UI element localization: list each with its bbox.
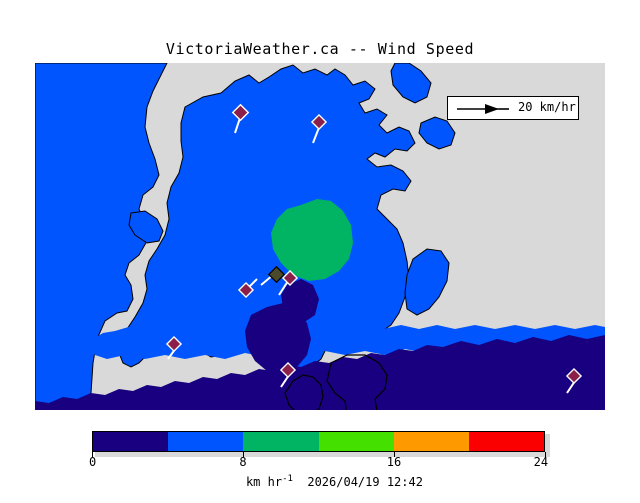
speed-band-4-8-region <box>35 63 605 410</box>
colorbar-segment-12-16 <box>318 432 394 451</box>
wind-speed-contour-map <box>35 63 605 410</box>
colorbar-segment-16-20 <box>393 432 469 451</box>
colorbar-segment-0-4 <box>93 432 169 451</box>
colorbar-shadow-bottom <box>95 452 548 457</box>
wind-barb-station-narrows <box>278 269 299 296</box>
colorbar-tick-16 <box>394 452 395 457</box>
colorbar-caption-spacer <box>293 475 307 489</box>
wind-barb-station-east-channel <box>310 113 328 144</box>
colorbar-shadow-right <box>545 434 550 457</box>
colorbar-tick-label-8: 8 <box>239 455 247 469</box>
wind-barb-station-southeast <box>565 367 583 394</box>
colorbar-timestamp: 2026/04/19 12:42 <box>307 475 423 489</box>
colorbar-segment-4-8 <box>168 432 244 451</box>
wind-speed-reference-label: 20 km/hr <box>518 100 576 114</box>
wind-barb-arrow-icon <box>455 101 513 116</box>
colorbar-caption: km hr-1 2026/04/19 12:42 <box>0 460 640 503</box>
colorbar-tick-label-24: 24 <box>533 455 549 469</box>
weather-map-page: VictoriaWeather.ca -- Wind Speed <box>35 40 605 489</box>
speed-band-0-4-region <box>35 279 605 410</box>
colorbar-tick-0 <box>92 452 93 457</box>
wind-barb-station-southwest <box>165 335 183 360</box>
colorbar-tick-label-0: 0 <box>89 455 97 469</box>
colorbar-segment-20-24 <box>468 432 545 451</box>
colorbar-tick-24 <box>545 452 546 457</box>
colorbar-units-exponent: -1 <box>282 474 293 484</box>
wind-speed-colorbar[interactable] <box>92 431 545 452</box>
coastline-outlines <box>284 354 388 410</box>
colorbar-segment-8-12 <box>243 432 319 451</box>
wind-barb-station-south-island <box>279 361 297 388</box>
page-title: VictoriaWeather.ca -- Wind Speed <box>165 40 475 58</box>
wind-barb-station-north-inlet <box>231 103 250 134</box>
speed-band-8-12-region <box>271 199 353 281</box>
wind-barb-station-inner-harbour <box>237 278 258 299</box>
map-canvas[interactable] <box>35 63 605 410</box>
wind-barb-layer <box>165 103 583 394</box>
wind-speed-reference-legend: 20 km/hr <box>447 96 579 120</box>
wind-barb-station-green-core <box>260 265 286 286</box>
colorbar-container <box>92 431 550 457</box>
colorbar-tick-label-16: 16 <box>386 455 402 469</box>
colorbar-tick-8 <box>243 452 244 457</box>
colorbar-units-base: km hr <box>245 475 283 489</box>
